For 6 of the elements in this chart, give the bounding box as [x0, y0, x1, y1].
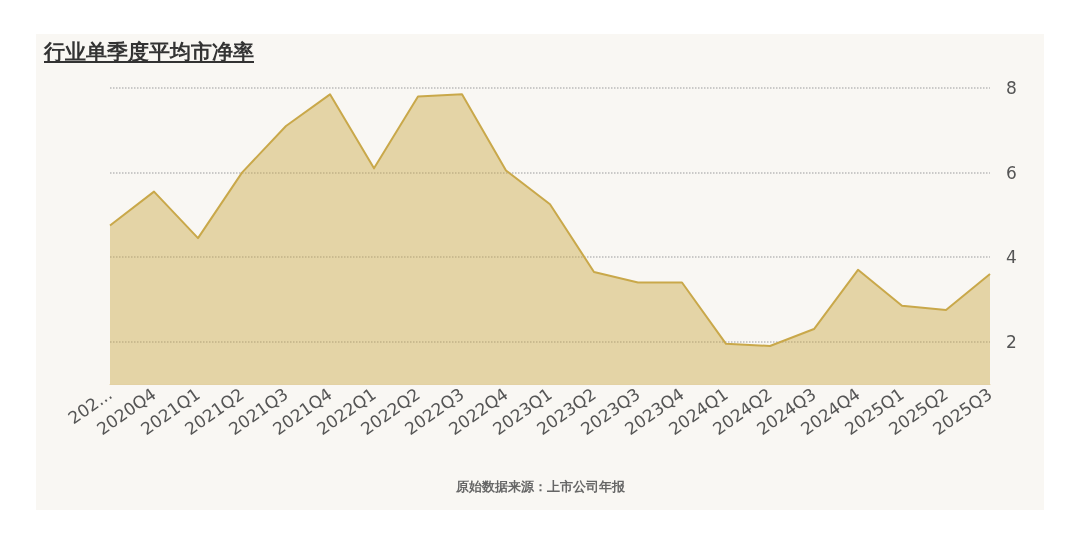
text: 原始数据来源：上市公司年报 [454, 478, 626, 496]
y-tick-label: 2 [1006, 331, 1017, 352]
chart-title: 行业单季度平均市净率 [44, 39, 254, 66]
y-tick-label: 4 [1006, 247, 1017, 268]
y-tick-label: 8 [1006, 78, 1017, 98]
y-tick-label: 6 [1006, 162, 1017, 183]
